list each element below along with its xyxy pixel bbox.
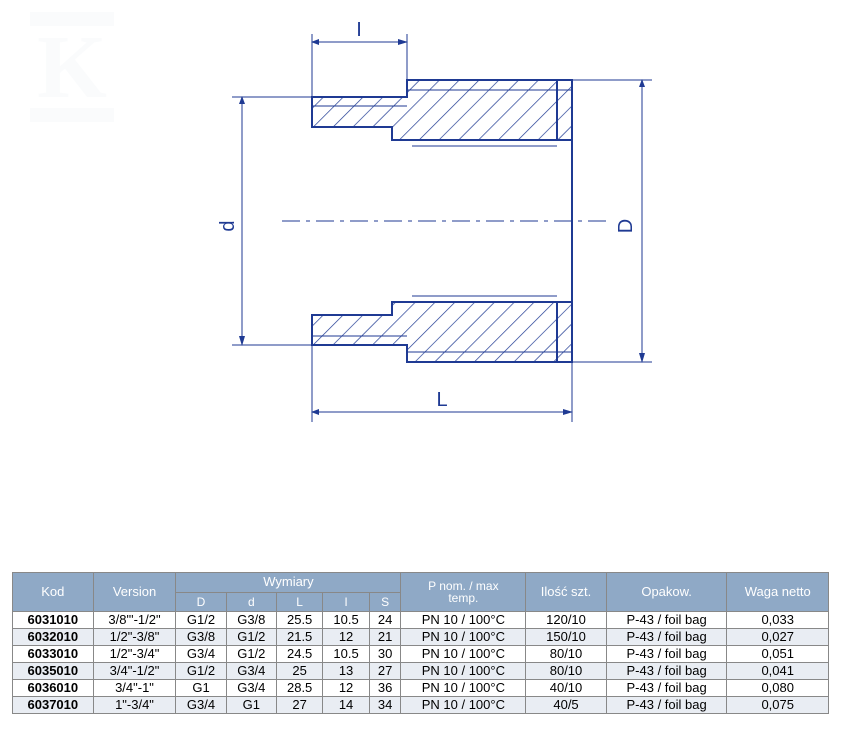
col-version: Version (93, 573, 176, 612)
cell-opakow: P-43 / foil bag (606, 663, 727, 680)
cell-ilosc: 80/10 (526, 663, 607, 680)
col-waga: Waga netto (727, 573, 829, 612)
cell-pn: PN 10 / 100°C (401, 629, 526, 646)
cell-S: 36 (369, 680, 401, 697)
col-pnom: P nom. / max temp. (401, 573, 526, 612)
cell-D: G1/2 (176, 612, 226, 629)
col-kod: Kod (13, 573, 94, 612)
sub-I: I (323, 592, 369, 612)
cell-pn: PN 10 / 100°C (401, 680, 526, 697)
dim-label-d: d (217, 220, 239, 231)
cell-I: 12 (323, 629, 369, 646)
cell-opakow: P-43 / foil bag (606, 646, 727, 663)
cell-version: 1/2"-3/8" (93, 629, 176, 646)
cell-I: 13 (323, 663, 369, 680)
cell-D: G3/4 (176, 646, 226, 663)
cell-L: 28.5 (276, 680, 322, 697)
col-ilosc: Ilość szt. (526, 573, 607, 612)
cell-kod: 6032010 (13, 629, 94, 646)
cell-D: G3/4 (176, 697, 226, 714)
cell-d: G3/4 (226, 663, 276, 680)
cell-S: 30 (369, 646, 401, 663)
cell-d: G1/2 (226, 646, 276, 663)
cell-opakow: P-43 / foil bag (606, 629, 727, 646)
cell-L: 24.5 (276, 646, 322, 663)
cell-pn: PN 10 / 100°C (401, 646, 526, 663)
cell-version: 1/2"-3/4" (93, 646, 176, 663)
cell-kod: 6036010 (13, 680, 94, 697)
cell-version: 1"-3/4" (93, 697, 176, 714)
cell-ilosc: 150/10 (526, 629, 607, 646)
cell-d: G1/2 (226, 629, 276, 646)
cell-I: 10.5 (323, 646, 369, 663)
specs-table: Kod Version Wymiary P nom. / max temp. I… (12, 572, 829, 714)
cell-pn: PN 10 / 100°C (401, 663, 526, 680)
cell-waga: 0,033 (727, 612, 829, 629)
cell-ilosc: 40/5 (526, 697, 607, 714)
cell-D: G1/2 (176, 663, 226, 680)
cell-I: 10.5 (323, 612, 369, 629)
sub-D: D (176, 592, 226, 612)
dim-label-i: I (356, 19, 362, 41)
table-row: 60350103/4"-1/2"G1/2G3/4251327PN 10 / 10… (13, 663, 829, 680)
cell-L: 21.5 (276, 629, 322, 646)
dim-label-D: D (615, 219, 637, 233)
cell-d: G3/8 (226, 612, 276, 629)
cell-ilosc: 80/10 (526, 646, 607, 663)
cell-I: 12 (323, 680, 369, 697)
cell-kod: 6037010 (13, 697, 94, 714)
table-row: 60370101"-3/4"G3/4G1271434PN 10 / 100°C4… (13, 697, 829, 714)
cell-L: 25 (276, 663, 322, 680)
cell-kod: 6035010 (13, 663, 94, 680)
col-wymiary: Wymiary (176, 573, 401, 593)
cell-version: 3/8"'-1/2" (93, 612, 176, 629)
cell-waga: 0,051 (727, 646, 829, 663)
cell-waga: 0,080 (727, 680, 829, 697)
sub-L: L (276, 592, 322, 612)
cell-kod: 6033010 (13, 646, 94, 663)
cell-S: 21 (369, 629, 401, 646)
cell-ilosc: 120/10 (526, 612, 607, 629)
cell-opakow: P-43 / foil bag (606, 680, 727, 697)
table-row: 60320101/2"-3/8"G3/8G1/221.51221PN 10 / … (13, 629, 829, 646)
fitting-diagram: I d D L (12, 12, 827, 452)
table-row: 60360103/4"-1"G1G3/428.51236PN 10 / 100°… (13, 680, 829, 697)
cell-waga: 0,041 (727, 663, 829, 680)
cell-waga: 0,027 (727, 629, 829, 646)
col-opakow: Opakow. (606, 573, 727, 612)
cell-S: 27 (369, 663, 401, 680)
table-row: 60330101/2"-3/4"G3/4G1/224.510.530PN 10 … (13, 646, 829, 663)
cell-d: G3/4 (226, 680, 276, 697)
cell-D: G1 (176, 680, 226, 697)
sub-d: d (226, 592, 276, 612)
table-row: 60310103/8"'-1/2"G1/2G3/825.510.524PN 10… (13, 612, 829, 629)
cell-pn: PN 10 / 100°C (401, 697, 526, 714)
dim-label-L: L (436, 389, 447, 411)
cell-D: G3/8 (176, 629, 226, 646)
cell-S: 24 (369, 612, 401, 629)
cell-I: 14 (323, 697, 369, 714)
cell-L: 27 (276, 697, 322, 714)
cell-opakow: P-43 / foil bag (606, 697, 727, 714)
cell-waga: 0,075 (727, 697, 829, 714)
cell-ilosc: 40/10 (526, 680, 607, 697)
table-body: 60310103/8"'-1/2"G1/2G3/825.510.524PN 10… (13, 612, 829, 714)
cell-pn: PN 10 / 100°C (401, 612, 526, 629)
cell-kod: 6031010 (13, 612, 94, 629)
cell-version: 3/4"-1" (93, 680, 176, 697)
technical-drawing: K (12, 12, 827, 452)
sub-S: S (369, 592, 401, 612)
cell-S: 34 (369, 697, 401, 714)
cell-L: 25.5 (276, 612, 322, 629)
cell-opakow: P-43 / foil bag (606, 612, 727, 629)
cell-d: G1 (226, 697, 276, 714)
cell-version: 3/4"-1/2" (93, 663, 176, 680)
